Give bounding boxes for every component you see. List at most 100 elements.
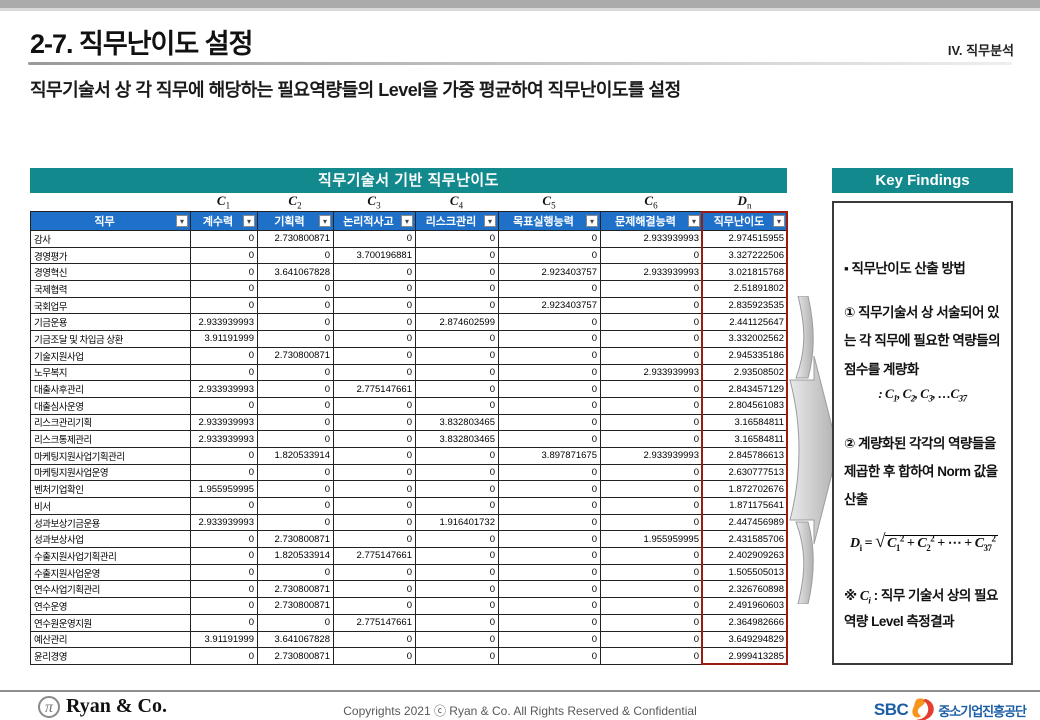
value-cell: 2.402909263 — [702, 547, 788, 565]
filter-button[interactable]: ▾ — [319, 215, 331, 227]
value-cell: 2.491960603 — [702, 597, 788, 615]
value-cell: 2.730800871 — [257, 346, 334, 365]
col-header-c4: 리스크관리 ▾ — [415, 211, 499, 231]
table-row: 감사 0 2.730800871 0 0 0 2.933939993 2.974515955 — [30, 230, 788, 248]
key-findings-title: Key Findings — [832, 168, 1013, 193]
value-cell: 0 — [415, 480, 499, 498]
kf-step1: ① 직무기술서 상 서술되어 있는 각 직무에 필요한 역량들의 점수를 계량화 — [844, 305, 1001, 377]
ryan-logo: π Ryan & Co. — [38, 695, 167, 718]
value-cell: 0 — [190, 363, 258, 382]
value-cell: 0 — [415, 547, 499, 565]
value-cell: 0 — [257, 613, 334, 632]
job-name-cell: 연수운영 — [30, 597, 191, 615]
right-arrow-graphic — [789, 296, 839, 604]
value-cell: 2.364982666 — [702, 613, 788, 632]
job-name-cell: 성과보상사업 — [30, 530, 191, 549]
value-cell: 0 — [600, 497, 703, 515]
formula-radicand: C12 + C22 + ⋯ + C372 — [885, 533, 998, 553]
table-row: 기금조달 및 차입금 상환 3.91191999 0 0 0 0 0 3.332002562 — [30, 330, 788, 348]
table-row: 수출지원사업기획관리 0 1.820533914 2.775147661 0 0 0 2.40… — [30, 547, 788, 565]
job-name-cell: 예산관리 — [30, 630, 191, 649]
table-row: 대출심사운영 0 0 0 0 0 0 2.804561083 — [30, 396, 788, 415]
value-cell: 3.832803465 — [415, 413, 499, 432]
value-cell: 0 — [498, 630, 601, 649]
value-cell: 0 — [415, 446, 499, 465]
value-cell: 0 — [333, 497, 416, 515]
sbc-text: SBC — [873, 700, 909, 719]
value-cell: 2.874602599 — [415, 313, 499, 332]
value-cell: 0 — [333, 263, 416, 282]
value-cell: 0 — [415, 230, 499, 248]
value-cell: 0 — [333, 313, 416, 332]
column-symbol: Dn — [737, 193, 752, 211]
value-cell: 0 — [333, 463, 416, 482]
job-name-cell: 연수원운영지원 — [30, 613, 191, 632]
value-cell: 0 — [415, 363, 499, 382]
value-cell: 0 — [498, 497, 601, 515]
value-cell: 0 — [600, 547, 703, 565]
value-cell: 1.820533914 — [257, 547, 334, 565]
table-row: 경영평가 0 0 3.700196881 0 0 0 3.327222506 — [30, 246, 788, 265]
formula-lhs: D — [850, 535, 860, 551]
value-cell: 0 — [257, 430, 334, 448]
job-difficulty-table: 직무 ▾ 계수력 ▾ 기획력 ▾ 논리적사고 ▾ 리스크관리 ▾ 목표실행능력 ▾ 문제해결… — [30, 211, 788, 665]
kf-step2: ② 계량화된 각각의 역량들을 제곱한 후 합하여 Norm 값을 산출 — [844, 435, 998, 508]
value-cell: 0 — [415, 597, 499, 615]
job-name-cell: 수출지원사업기획관리 — [30, 547, 191, 565]
value-cell: 0 — [600, 380, 703, 398]
job-name-cell: 윤리경영 — [30, 647, 191, 665]
value-cell: 0 — [415, 246, 499, 265]
value-cell: 0 — [415, 396, 499, 415]
value-cell: 0 — [498, 396, 601, 415]
table-header-row: 직무 ▾ 계수력 ▾ 기획력 ▾ 논리적사고 ▾ 리스크관리 ▾ 목표실행능력 ▾ 문제해결… — [30, 211, 788, 231]
value-cell: 0 — [498, 547, 601, 565]
value-cell: 0 — [333, 513, 416, 532]
symbol-row: C1 C2 C3 C4 C5 C6 Dn — [30, 193, 787, 211]
filter-button[interactable]: ▾ — [484, 215, 496, 227]
value-cell: 0 — [257, 363, 334, 382]
value-cell: 0 — [600, 580, 703, 599]
value-cell: 1.505505013 — [702, 563, 788, 582]
value-cell: 0 — [257, 413, 334, 432]
value-cell: 2.730800871 — [257, 580, 334, 599]
value-cell: 0 — [333, 597, 416, 615]
value-cell: 2.945335186 — [702, 346, 788, 365]
value-cell: 0 — [190, 446, 258, 465]
value-cell: 0 — [498, 363, 601, 382]
table-row: 리스크관리기획 2.933939993 0 0 3.832803465 0 0 3.16584… — [30, 413, 788, 432]
table-row: 경영혁신 0 3.641067828 0 0 2.923403757 2.933939993… — [30, 263, 788, 282]
value-cell: 0 — [257, 246, 334, 265]
filter-button[interactable]: ▾ — [176, 215, 188, 227]
table-row: 수출지원사업운영 0 0 0 0 0 0 1.505505013 — [30, 563, 788, 582]
value-cell: 0 — [498, 380, 601, 398]
value-cell: 3.16584811 — [702, 413, 788, 432]
filter-button[interactable]: ▾ — [773, 215, 785, 227]
key-findings-box: ▪ 직무난이도 산출 방법 ① 직무기술서 상 서술되어 있는 각 직무에 필요… — [832, 201, 1013, 665]
sbc-mark-icon — [912, 698, 935, 720]
value-cell: 0 — [333, 413, 416, 432]
value-cell: 2.923403757 — [498, 296, 601, 315]
value-cell: 0 — [600, 246, 703, 265]
pi-logo-icon: π — [38, 695, 60, 718]
filter-button[interactable]: ▾ — [688, 215, 700, 227]
value-cell: 0 — [190, 230, 258, 248]
table-row: 리스크통제관리 2.933939993 0 0 3.832803465 0 0 3.16584… — [30, 430, 788, 448]
table-row: 연수운영 0 2.730800871 0 0 0 0 2.491960603 — [30, 597, 788, 615]
value-cell: 0 — [257, 563, 334, 582]
value-cell: 2.804561083 — [702, 396, 788, 415]
value-cell: 0 — [190, 463, 258, 482]
value-cell: 2.933939993 — [190, 313, 258, 332]
value-cell: 2.933939993 — [190, 380, 258, 398]
value-cell: 0 — [257, 380, 334, 398]
value-cell: 3.641067828 — [257, 630, 334, 649]
value-cell: 0 — [257, 480, 334, 498]
table-row: 비서 0 0 0 0 0 0 1.871175641 — [30, 497, 788, 515]
copyright-text: Copyrights 2021 ⓒ Ryan & Co. All Rights … — [343, 704, 697, 718]
value-cell: 1.872702676 — [702, 480, 788, 498]
value-cell: 0 — [415, 613, 499, 632]
filter-button[interactable]: ▾ — [243, 215, 255, 227]
value-cell: 2.326760898 — [702, 580, 788, 599]
value-cell: 0 — [257, 296, 334, 315]
filter-button[interactable]: ▾ — [401, 215, 413, 227]
filter-button[interactable]: ▾ — [586, 215, 598, 227]
